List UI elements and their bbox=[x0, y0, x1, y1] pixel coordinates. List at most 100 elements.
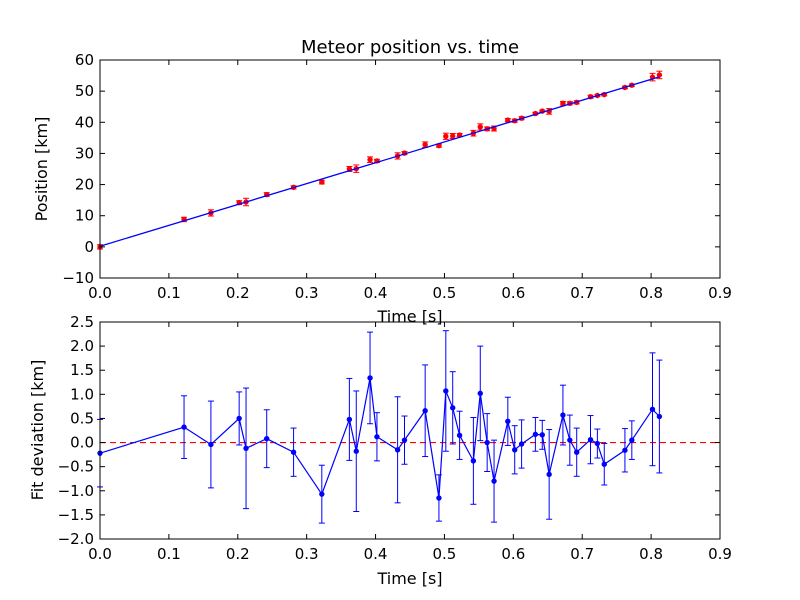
bottom-data-point bbox=[346, 416, 353, 423]
bottom-data-point bbox=[512, 447, 518, 453]
bottom-data-point bbox=[208, 441, 214, 448]
top-panel: Meteor position vs. time 0.0 0.1 0.2 0.3 0.4… bbox=[32, 37, 732, 326]
top-x-tick-label: 0.0 bbox=[88, 284, 112, 302]
top-y-tick-label: 50 bbox=[75, 82, 94, 100]
bottom-data-point bbox=[622, 447, 628, 453]
bottom-data-point bbox=[601, 461, 607, 467]
bottom-data-point bbox=[443, 388, 449, 394]
bottom-x-tick-label: 0.2 bbox=[226, 545, 250, 563]
bottom-y-tick-label: 2.5 bbox=[70, 313, 94, 331]
top-y-tick-label: 0 bbox=[84, 238, 94, 256]
top-y-ticks: −10 0 10 20 30 40 50 60 bbox=[62, 51, 720, 287]
bottom-axes-frame bbox=[99, 321, 721, 540]
bottom-x-axis-label: Time [s] bbox=[376, 569, 442, 588]
bottom-data-point bbox=[367, 375, 373, 381]
top-data-point bbox=[656, 72, 663, 78]
top-y-tick-label: 20 bbox=[75, 176, 94, 194]
top-y-tick-label: 40 bbox=[75, 113, 94, 131]
bottom-data-point bbox=[470, 458, 477, 464]
bottom-data-point bbox=[567, 437, 573, 443]
bottom-y-tick-label: 0.5 bbox=[70, 409, 94, 427]
top-plot-area bbox=[97, 70, 663, 250]
bottom-data-point bbox=[264, 435, 270, 442]
top-x-tick-label: 0.6 bbox=[501, 284, 525, 302]
bottom-x-tick-label: 0.5 bbox=[433, 545, 457, 563]
bottom-data-point bbox=[236, 415, 242, 422]
bottom-x-tick-label: 0.0 bbox=[88, 545, 112, 563]
bottom-data-point bbox=[518, 441, 525, 447]
bottom-data-point bbox=[629, 437, 635, 443]
bottom-y-tick-label: 1.0 bbox=[70, 385, 94, 403]
bottom-y-tick-label: 1.5 bbox=[70, 361, 94, 379]
top-x-ticks: 0.0 0.1 0.2 0.3 0.4 0.5 0.6 0.7 0.8 0.9 bbox=[88, 60, 732, 302]
bottom-y-tick-label: 2.0 bbox=[70, 337, 94, 355]
bottom-data-point bbox=[401, 437, 408, 443]
bottom-y-tick-label: −1.0 bbox=[58, 482, 94, 500]
top-data-point bbox=[560, 100, 566, 106]
bottom-data-point bbox=[560, 412, 566, 418]
bottom-data-point bbox=[649, 406, 656, 412]
top-data-point bbox=[450, 133, 456, 139]
top-y-tick-label: 10 bbox=[75, 207, 94, 225]
bottom-plot-area bbox=[97, 330, 720, 524]
bottom-y-tick-label: 0.0 bbox=[70, 434, 94, 452]
top-data-point bbox=[422, 142, 428, 148]
top-chart-title: Meteor position vs. time bbox=[301, 37, 519, 58]
top-x-tick-label: 0.4 bbox=[364, 284, 388, 302]
top-x-tick-label: 0.2 bbox=[226, 284, 250, 302]
bottom-data-point bbox=[319, 491, 325, 497]
bottom-x-tick-label: 0.4 bbox=[364, 545, 388, 563]
bottom-data-point bbox=[243, 445, 249, 452]
top-x-tick-label: 0.5 bbox=[433, 284, 457, 302]
top-x-tick-label: 0.7 bbox=[570, 284, 594, 302]
bottom-x-tick-label: 0.3 bbox=[295, 545, 319, 563]
top-data-point bbox=[319, 179, 325, 185]
bottom-data-point bbox=[181, 424, 187, 430]
top-data-point bbox=[367, 156, 373, 163]
bottom-data-point bbox=[394, 447, 401, 453]
bottom-data-point bbox=[532, 431, 539, 438]
top-x-tick-label: 0.3 bbox=[295, 284, 319, 302]
bottom-x-tick-label: 0.1 bbox=[157, 545, 181, 563]
bottom-y-tick-label: −2.0 bbox=[58, 530, 94, 548]
bottom-data-point bbox=[594, 440, 601, 447]
bottom-y-tick-label: −1.5 bbox=[58, 506, 94, 524]
bottom-data-point bbox=[422, 408, 428, 414]
bottom-y-tick-label: −0.5 bbox=[58, 458, 94, 476]
top-data-point bbox=[443, 133, 449, 140]
top-x-tick-label: 0.8 bbox=[639, 284, 663, 302]
top-x-tick-label: 0.9 bbox=[708, 284, 732, 302]
bottom-data-point bbox=[491, 478, 497, 484]
top-y-tick-label: −10 bbox=[62, 269, 94, 287]
bottom-panel: 0.0 0.1 0.2 0.3 0.4 0.5 0.6 0.7 0.8 0.9 −2.0−1.5−… bbox=[28, 313, 732, 588]
bottom-y-axis-label: Fit deviation [km] bbox=[28, 360, 47, 501]
bottom-x-tick-label: 0.6 bbox=[501, 545, 525, 563]
bottom-data-point bbox=[450, 405, 456, 411]
bottom-data-point bbox=[539, 432, 545, 438]
top-x-axis-label: Time [s] bbox=[376, 307, 442, 326]
bottom-data-point bbox=[374, 434, 380, 440]
bottom-data-point bbox=[656, 413, 663, 420]
top-y-axis-label: Position [km] bbox=[32, 117, 51, 222]
bottom-data-point bbox=[546, 471, 552, 478]
bottom-x-tick-label: 0.8 bbox=[639, 545, 663, 563]
bottom-x-ticks: 0.0 0.1 0.2 0.3 0.4 0.5 0.6 0.7 0.8 0.9 bbox=[88, 322, 732, 563]
top-fit-line bbox=[99, 76, 660, 247]
bottom-data-point bbox=[436, 495, 442, 501]
bottom-data-point bbox=[290, 449, 297, 455]
bottom-data-point bbox=[484, 439, 490, 446]
bottom-x-tick-label: 0.7 bbox=[570, 545, 594, 563]
top-y-tick-label: 30 bbox=[75, 144, 94, 162]
bottom-data-point bbox=[353, 448, 359, 454]
top-y-tick-label: 60 bbox=[75, 51, 94, 69]
top-x-tick-label: 0.1 bbox=[157, 284, 181, 302]
bottom-data-point bbox=[477, 390, 483, 397]
bottom-data-point bbox=[505, 418, 511, 425]
bottom-y-ticks: −2.0 −1.5 −1.0 −0.5 0.0 0.5 1.0 1.5 2.0 2.5 bbox=[58, 313, 720, 548]
bottom-data-point bbox=[587, 436, 594, 443]
bottom-x-tick-label: 0.9 bbox=[708, 545, 732, 563]
top-data-point bbox=[477, 124, 483, 130]
bottom-data-point bbox=[574, 449, 580, 455]
